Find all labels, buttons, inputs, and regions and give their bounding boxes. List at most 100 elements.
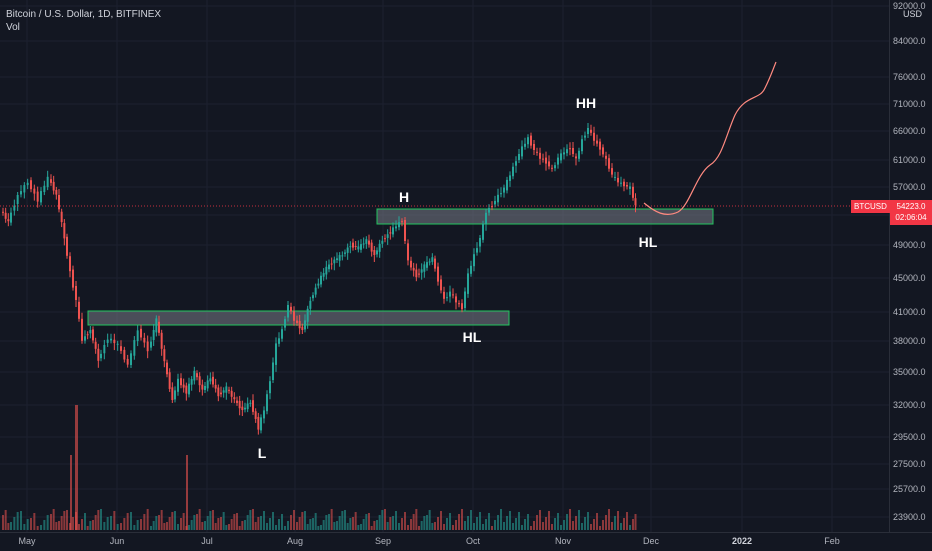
volume-bar bbox=[130, 512, 132, 530]
candle-body bbox=[521, 146, 523, 157]
time-axis[interactable] bbox=[0, 532, 932, 551]
candle-body bbox=[354, 246, 357, 247]
volume-bar bbox=[168, 517, 171, 530]
candle-body bbox=[298, 320, 301, 329]
candle-body bbox=[428, 261, 431, 263]
candle-body bbox=[593, 132, 595, 141]
volume-bar bbox=[212, 510, 214, 530]
candle-body bbox=[84, 336, 86, 341]
volume-bar bbox=[193, 515, 196, 530]
candle-body bbox=[378, 243, 381, 252]
volume-bar bbox=[506, 516, 508, 530]
support-zones bbox=[87, 208, 714, 326]
volume-bar bbox=[263, 511, 265, 530]
volume-bar bbox=[443, 524, 445, 530]
volume-bar bbox=[290, 515, 292, 530]
candle-body bbox=[566, 149, 568, 154]
volume-bar bbox=[629, 525, 631, 530]
candle-body bbox=[536, 151, 538, 153]
candle-body bbox=[581, 139, 583, 152]
volume-bar bbox=[20, 511, 22, 530]
volume-bar bbox=[344, 510, 346, 530]
volume-bar bbox=[306, 524, 309, 530]
candle-body bbox=[50, 179, 52, 183]
label-higher-low-2: HL bbox=[638, 234, 658, 250]
volume-bar bbox=[551, 524, 553, 530]
candle-body bbox=[69, 256, 71, 272]
volume-bar bbox=[530, 526, 532, 530]
candle-body bbox=[431, 257, 434, 262]
volume-bar bbox=[284, 526, 286, 530]
volume-bar bbox=[246, 515, 249, 530]
volume-bar bbox=[275, 525, 277, 530]
candle-body bbox=[476, 248, 478, 253]
volume-bar bbox=[133, 525, 136, 530]
candle-body bbox=[515, 161, 517, 166]
volume-bar bbox=[249, 510, 252, 530]
candle-body bbox=[306, 308, 309, 322]
candle-body bbox=[578, 150, 580, 159]
candle-body bbox=[81, 318, 83, 341]
candle-body bbox=[130, 353, 132, 365]
candle-body bbox=[395, 226, 397, 229]
candle-body bbox=[301, 326, 304, 330]
candle-body bbox=[328, 264, 330, 270]
last-price-tag: 54223.0 02:06:04 bbox=[890, 200, 932, 225]
candle-body bbox=[92, 329, 94, 341]
volume-bar bbox=[620, 523, 622, 530]
price-tick: 84000.0 bbox=[893, 36, 926, 46]
volume-bar bbox=[206, 516, 209, 530]
volume-bar bbox=[488, 513, 490, 530]
candle-body bbox=[281, 329, 283, 339]
candle-body bbox=[357, 246, 360, 250]
volume-bar bbox=[58, 521, 60, 530]
candle-body bbox=[384, 238, 386, 240]
candle-body bbox=[344, 252, 346, 254]
candle-body bbox=[512, 166, 514, 177]
candle-body bbox=[120, 346, 122, 351]
candle-body bbox=[572, 148, 574, 154]
symbol-tag: BTCUSD bbox=[851, 200, 890, 213]
candle-body bbox=[320, 275, 322, 285]
volume-bar bbox=[515, 518, 517, 530]
candle-body bbox=[557, 157, 559, 165]
price-tick: 32000.0 bbox=[893, 400, 926, 410]
price-axis[interactable] bbox=[889, 0, 932, 532]
candle-body bbox=[605, 155, 607, 159]
time-tick: Sep bbox=[374, 536, 392, 546]
time-tick: Jul bbox=[201, 536, 213, 546]
chart-title: Bitcoin / U.S. Dollar, 1D, BITFINEX bbox=[6, 9, 162, 20]
volume-bar bbox=[458, 514, 460, 530]
volume-bar bbox=[36, 526, 39, 530]
candle-body bbox=[599, 141, 601, 150]
candle-body bbox=[539, 152, 541, 159]
currency-label: USD bbox=[903, 9, 923, 19]
candle-body bbox=[296, 320, 298, 323]
candle-body bbox=[304, 320, 306, 330]
candle-body bbox=[94, 341, 97, 349]
volume-bar bbox=[581, 523, 583, 530]
volume-bar bbox=[608, 509, 610, 530]
volume-bar bbox=[623, 518, 625, 530]
volume-bar bbox=[171, 512, 174, 530]
candle-body bbox=[410, 260, 412, 268]
volume-bar bbox=[103, 522, 106, 530]
candle-body bbox=[542, 158, 544, 160]
volume-bar bbox=[378, 515, 381, 530]
candle-body bbox=[503, 187, 505, 193]
volume-bar bbox=[412, 514, 415, 530]
candle-body bbox=[278, 338, 280, 344]
volume-bar bbox=[357, 525, 360, 530]
candle-body bbox=[336, 258, 338, 260]
candle-body bbox=[185, 385, 188, 394]
price-tick: 66000.0 bbox=[893, 126, 926, 136]
candle-body bbox=[78, 301, 80, 319]
volume-bar bbox=[254, 522, 257, 530]
volume-bar bbox=[241, 521, 244, 530]
volume-bar bbox=[70, 455, 72, 530]
volume-bar bbox=[548, 511, 550, 530]
candle-body bbox=[2, 211, 4, 213]
volume-bar bbox=[110, 516, 112, 530]
volume-bar bbox=[554, 518, 556, 530]
